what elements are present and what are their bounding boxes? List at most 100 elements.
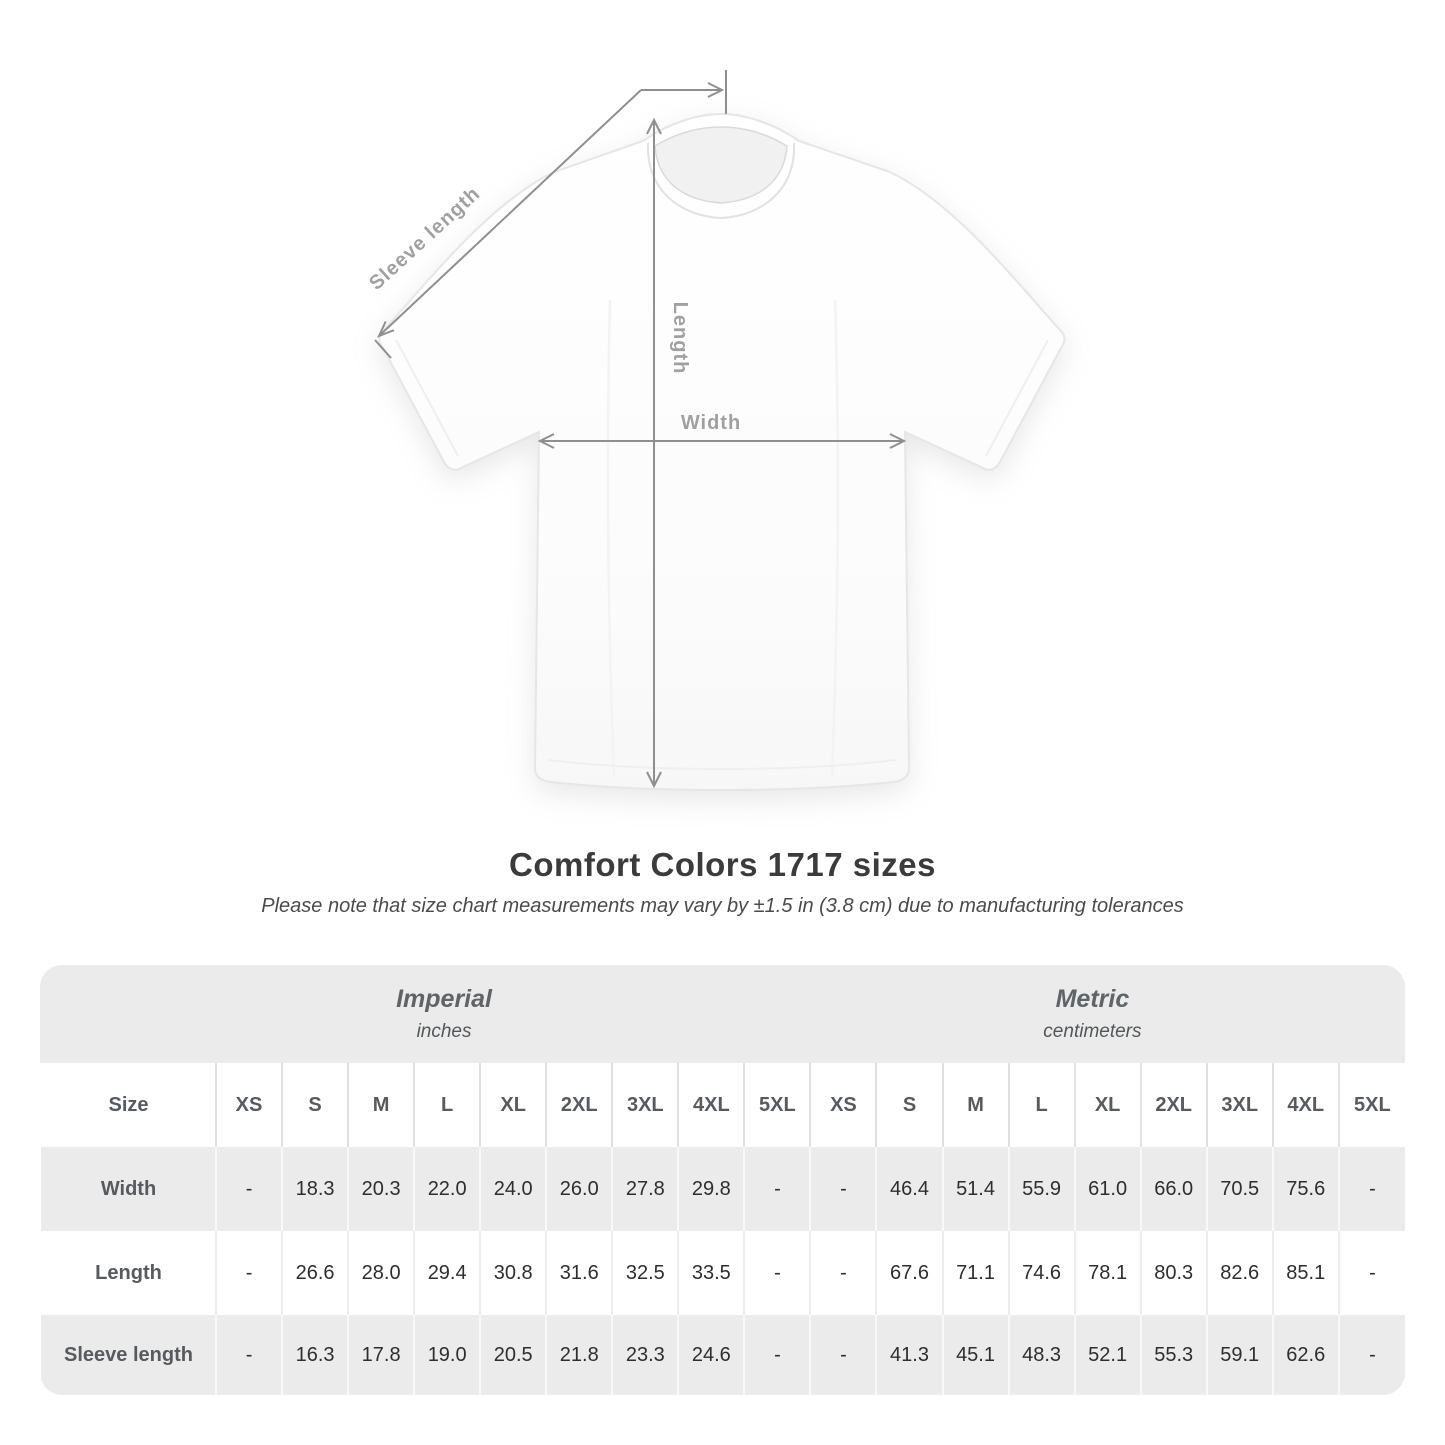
imperial-size-header: S [281, 1063, 349, 1147]
imperial-size-header: 5XL [743, 1063, 811, 1147]
metric-value-cell: 80.3 [1139, 1231, 1207, 1315]
tshirt-collar-seam [646, 142, 796, 220]
imperial-value-cell: 28.0 [347, 1231, 415, 1315]
imperial-size-header: 3XL [611, 1063, 679, 1147]
metric-size-header: XL [1073, 1063, 1141, 1147]
imperial-value-cell: 17.8 [347, 1315, 415, 1395]
metric-size-header: XS [809, 1063, 877, 1147]
metric-value-cell: - [1337, 1231, 1405, 1315]
tshirt-hem-stitch [547, 759, 897, 770]
metric-value-cell: 41.3 [875, 1315, 943, 1395]
metric-value-cell: 48.3 [1007, 1315, 1075, 1395]
sleeve-length-arrow [374, 70, 727, 359]
measurement-row: Length -26.6 28.0 29.4 30.8 31.6 32.5 33.5- -67.… [41, 1231, 1405, 1315]
metric-label: Metric [1055, 985, 1130, 1013]
measurement-row-label: Width [100, 1177, 157, 1200]
imperial-value-cell: - [214, 1147, 283, 1231]
metric-value-cell: 61.0 [1073, 1147, 1141, 1231]
metric-size-header: 3XL [1205, 1063, 1273, 1147]
imperial-value-cell: - [743, 1231, 811, 1315]
imperial-value-cell: 29.4 [413, 1231, 481, 1315]
measurement-row: Sleeve length -16.3 17.8 19.0 20.5 21.8 23.3 24… [41, 1315, 1405, 1395]
imperial-value-cell: 29.8 [677, 1147, 745, 1231]
imperial-value-cell: 22.0 [413, 1147, 481, 1231]
metric-size-header: 2XL [1139, 1063, 1207, 1147]
imperial-value-cell: - [743, 1147, 811, 1231]
imperial-value-cell: 18.3 [281, 1147, 349, 1231]
length-label: Length [669, 302, 691, 375]
size-header-row: Size XS S M L XL 2XL 3XL 4XL 5XL XS S M L XL 2XL 3XL 4XL 5… [41, 1063, 1405, 1147]
imperial-value-cell: 31.6 [545, 1231, 613, 1315]
imperial-value-cell: 26.0 [545, 1147, 613, 1231]
measurement-arrows [374, 70, 907, 789]
tshirt-left-sleeve-hem [395, 339, 459, 457]
metric-value-cell: - [809, 1315, 877, 1395]
metric-value-cell: 52.1 [1073, 1315, 1141, 1395]
metric-value-cell: 55.3 [1139, 1315, 1207, 1395]
metric-value-cell: 85.1 [1271, 1231, 1339, 1315]
imperial-value-cell: - [214, 1231, 283, 1315]
imperial-unit-label: inches [416, 1021, 472, 1042]
unit-header-band: Imperial inches Metric centimeters [40, 965, 1405, 1063]
metric-value-cell: 66.0 [1139, 1147, 1207, 1231]
imperial-value-cell: 32.5 [611, 1231, 679, 1315]
page-title: Comfort Colors 1717 sizes [509, 846, 936, 883]
imperial-value-cell: 21.8 [545, 1315, 613, 1395]
imperial-value-cell: 26.6 [281, 1231, 349, 1315]
metric-value-cell: - [809, 1231, 877, 1315]
size-table: Imperial inches Metric centimeters Size X… [40, 965, 1405, 1395]
measurement-row-label: Length [95, 1261, 162, 1284]
width-arrow [537, 433, 907, 449]
metric-value-cell: 51.4 [941, 1147, 1009, 1231]
metric-size-header: L [1007, 1063, 1075, 1147]
tshirt-measurement-diagram: Sleeve length Length Width [365, 70, 1066, 792]
imperial-size-header: L [413, 1063, 481, 1147]
imperial-value-cell: 20.5 [479, 1315, 547, 1395]
imperial-value-cell: 24.0 [479, 1147, 547, 1231]
width-label: Width [681, 412, 741, 434]
tolerance-note: Please note that size chart measurements… [261, 895, 1184, 917]
metric-value-cell: 45.1 [941, 1315, 1009, 1395]
measurement-row: Width -18.3 20.3 22.0 24.0 26.0 27.8 29.8- -46.4… [41, 1147, 1405, 1231]
metric-value-cell: - [1337, 1147, 1405, 1231]
imperial-unit-header: Imperial inches [396, 985, 492, 1043]
metric-value-cell: 55.9 [1007, 1147, 1075, 1231]
imperial-size-header: 2XL [545, 1063, 613, 1147]
imperial-value-cell: - [214, 1315, 283, 1395]
imperial-value-cell: 23.3 [611, 1315, 679, 1395]
metric-value-cell: 46.4 [875, 1147, 943, 1231]
imperial-value-cell: 33.5 [677, 1231, 745, 1315]
metric-unit-label: centimeters [1043, 1021, 1142, 1042]
imperial-label: Imperial [396, 985, 492, 1013]
imperial-value-cell: 20.3 [347, 1147, 415, 1231]
imperial-value-cell: 27.8 [611, 1147, 679, 1231]
tshirt-photo [378, 112, 1066, 792]
imperial-size-header: XS [214, 1063, 283, 1147]
size-column-header: Size [108, 1093, 149, 1116]
tshirt-body [378, 112, 1066, 792]
imperial-value-cell: 24.6 [677, 1315, 745, 1395]
tshirt-diagram-svg: Sleeve length Length Width [365, 70, 1066, 792]
measurement-row-label: Sleeve length [64, 1343, 193, 1366]
metric-size-header: S [875, 1063, 943, 1147]
metric-value-cell: 62.6 [1271, 1315, 1339, 1395]
metric-size-header: 4XL [1271, 1063, 1339, 1147]
imperial-value-cell: - [743, 1315, 811, 1395]
imperial-value-cell: 19.0 [413, 1315, 481, 1395]
tshirt-fold-right [830, 299, 840, 776]
metric-unit-header: Metric centimeters [1043, 985, 1141, 1043]
size-table-grid: Size XS S M L XL 2XL 3XL 4XL 5XL XS S M L XL 2XL 3XL 4XL 5… [40, 1063, 1405, 1395]
tshirt-collar-opening [654, 126, 788, 204]
metric-value-cell: 75.6 [1271, 1147, 1339, 1231]
metric-size-header: M [941, 1063, 1009, 1147]
metric-value-cell: 71.1 [941, 1231, 1009, 1315]
length-arrow [646, 117, 662, 789]
imperial-size-header: M [347, 1063, 415, 1147]
metric-value-cell: - [1337, 1315, 1405, 1395]
imperial-size-header: 4XL [677, 1063, 745, 1147]
metric-size-header: 5XL [1337, 1063, 1405, 1147]
metric-value-cell: 78.1 [1073, 1231, 1141, 1315]
imperial-value-cell: 16.3 [281, 1315, 349, 1395]
metric-value-cell: 67.6 [875, 1231, 943, 1315]
metric-value-cell: 74.6 [1007, 1231, 1075, 1315]
